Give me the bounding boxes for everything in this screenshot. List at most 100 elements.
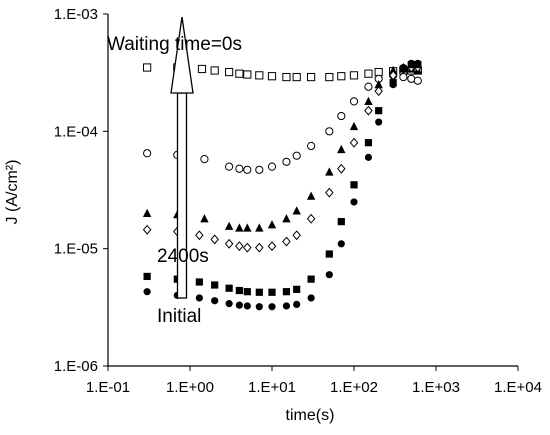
- x-tick-label: 1.E-01: [86, 379, 130, 396]
- filled-square-point: [307, 275, 315, 283]
- filled-square-point: [255, 288, 263, 296]
- filled-triangle-point: [349, 121, 359, 131]
- open-square-point: [197, 64, 207, 74]
- filled-circle-point: [255, 303, 263, 311]
- open-square-point: [282, 72, 291, 82]
- filled-circle-point: [243, 302, 251, 310]
- x-tick-label: 1.E+00: [166, 379, 214, 396]
- filled-circle-point: [389, 81, 397, 89]
- filled-square-point: [282, 288, 291, 296]
- filled-square-point: [143, 272, 151, 281]
- filled-circle-point: [195, 294, 203, 302]
- filled-triangle-point: [267, 220, 277, 229]
- open-circle-point: [225, 162, 234, 171]
- open-circle-point: [349, 97, 359, 106]
- y-tick-label: 1.E-04: [54, 123, 98, 140]
- open-square-point: [374, 67, 383, 77]
- open-square-point: [235, 69, 244, 78]
- open-circle-point: [255, 165, 264, 174]
- open-circle-point: [292, 151, 301, 160]
- filled-circle-point: [282, 302, 291, 310]
- filled-square-point: [364, 139, 373, 147]
- x-tick-label: 1.E+01: [248, 379, 296, 396]
- x-axis-title: time(s): [286, 407, 335, 424]
- arrow-head: [170, 16, 194, 94]
- open-circle-point: [235, 164, 244, 173]
- filled-triangle-point: [243, 223, 252, 232]
- filled-circle-point: [325, 271, 333, 279]
- annotation-initial: Initial: [157, 306, 201, 327]
- filled-circle-point: [414, 59, 422, 67]
- y-tick-label: 1.E-05: [54, 241, 98, 258]
- filled-triangle-point: [282, 214, 291, 223]
- x-tick-label: 1.E+02: [330, 379, 378, 396]
- filled-triangle-point: [235, 223, 244, 232]
- y-tick-label: 1.E-03: [54, 6, 98, 23]
- arrow-shaft: [176, 92, 188, 299]
- filled-circle-point: [364, 153, 373, 161]
- filled-triangle-point: [306, 191, 316, 200]
- open-square-point: [337, 72, 346, 81]
- open-circle-point: [243, 165, 252, 174]
- annotation-2400s: 2400s: [157, 246, 209, 267]
- open-circle-point: [337, 111, 346, 121]
- filled-triangle-point: [374, 80, 383, 89]
- y-axis-title: J (A/cm²): [4, 160, 21, 225]
- filled-square-point: [225, 284, 233, 292]
- filled-square-point: [268, 288, 276, 296]
- open-circle-point: [325, 127, 334, 136]
- filled-square-point: [337, 218, 345, 226]
- open-diamond-point: [243, 242, 252, 253]
- filled-triangle-point: [364, 96, 373, 105]
- open-square-point: [143, 63, 152, 72]
- filled-circle-point: [293, 300, 301, 308]
- filled-triangle-point: [388, 65, 398, 75]
- open-square-point: [267, 72, 277, 81]
- open-square-point: [325, 72, 334, 82]
- open-diamond-point: [306, 213, 316, 224]
- open-circle-point: [143, 149, 152, 158]
- open-square-point: [364, 69, 373, 78]
- plot-axes: [107, 14, 518, 367]
- filled-triangle-point: [224, 221, 234, 230]
- open-diamond-point: [255, 242, 264, 253]
- filled-triangle-point: [337, 144, 346, 154]
- open-circle-point: [267, 162, 277, 171]
- filled-triangle-point: [200, 214, 209, 223]
- waiting-time-arrow: [170, 16, 194, 299]
- open-square-point: [243, 70, 252, 79]
- open-diamond-point: [195, 230, 204, 241]
- filled-circle-point: [399, 63, 407, 72]
- open-diamond-point: [142, 224, 152, 235]
- open-circle-point: [307, 141, 316, 151]
- filled-square-point: [375, 107, 383, 115]
- filled-circle-point: [268, 303, 276, 311]
- filled-square-point: [195, 278, 203, 286]
- open-diamond-point: [364, 105, 373, 116]
- open-circle-point: [413, 76, 422, 85]
- open-circle-point: [200, 154, 209, 164]
- filled-circle-point: [211, 297, 219, 305]
- filled-square-point: [325, 250, 333, 258]
- filled-square-point: [243, 288, 251, 296]
- open-circle-point: [399, 72, 408, 82]
- filled-circle-point: [375, 118, 383, 126]
- open-diamond-point: [374, 86, 383, 97]
- filled-triangle-point: [142, 208, 152, 217]
- open-circle-point: [364, 82, 373, 91]
- filled-triangle-point: [292, 206, 301, 215]
- filled-circle-point: [337, 240, 345, 248]
- filled-circle-point: [350, 198, 358, 206]
- open-diamond-point: [235, 241, 244, 252]
- open-diamond-point: [325, 187, 334, 198]
- x-tick-label: 1.E+03: [412, 379, 460, 396]
- filled-triangle-point: [325, 167, 334, 176]
- filled-circle-point: [307, 294, 315, 302]
- open-square-point: [210, 66, 219, 75]
- filled-square-point: [235, 286, 243, 295]
- filled-square-point: [293, 285, 301, 293]
- filled-circle-point: [235, 301, 243, 309]
- open-diamond-point: [267, 241, 277, 252]
- open-square-point: [292, 72, 301, 82]
